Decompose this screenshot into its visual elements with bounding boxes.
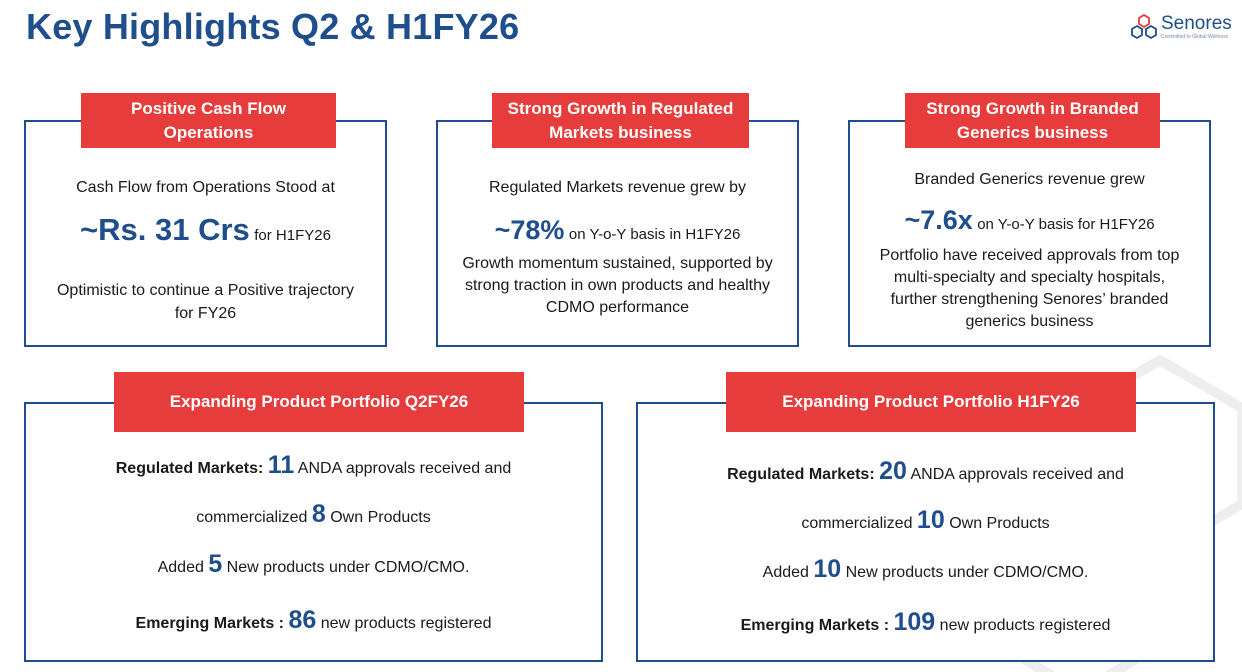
- regulated-growth-text: Regulated Markets revenue grew by: [488, 179, 747, 196]
- cash-flow-text: Cash Flow from Operations Stood at: [76, 179, 335, 196]
- cash-flow-banner: Positive Cash Flow Operations: [81, 93, 336, 148]
- cash-flow-value: ~Rs. 31 Crs: [80, 212, 250, 247]
- branded-growth-banner: Strong Growth in Branded Generics busine…: [905, 93, 1160, 148]
- page-title: Key Highlights Q2 & H1FY26: [26, 6, 520, 47]
- h1-emerging-suffix: new products registered: [939, 617, 1111, 634]
- branded-growth-detail-4: generics business: [965, 313, 1094, 330]
- branded-growth-value-suffix: on Y-o-Y basis for H1FY26: [977, 216, 1155, 233]
- regulated-growth-detail-2: strong traction in own products and heal…: [464, 277, 771, 294]
- q2-added-suffix: New products under CDMO/CMO.: [226, 559, 470, 576]
- q2-regulated-line: Regulated Markets: 11 ANDA approvals rec…: [26, 450, 601, 484]
- q2-commercialized-suffix: Own Products: [330, 509, 431, 526]
- h1-commercialized-value: 10: [916, 506, 945, 534]
- q2-commercialized-line: commercialized 8 Own Products: [26, 499, 601, 533]
- cash-flow-card: Cash Flow from Operations Stood at ~Rs. …: [24, 120, 387, 347]
- h1-emerging-line: Emerging Markets : 109 new products regi…: [638, 607, 1213, 641]
- branded-growth-banner-line1: Strong Growth in Branded: [926, 98, 1139, 118]
- branded-growth-detail-3: further strengthening Senores’ branded: [890, 291, 1169, 308]
- h1-added-value: 10: [813, 555, 842, 583]
- h1-emerging-value: 109: [893, 608, 936, 636]
- q2-regulated-label: Regulated Markets:: [115, 460, 264, 477]
- branded-growth-value: ~7.6x: [904, 205, 973, 235]
- regulated-growth-value: ~78%: [494, 215, 565, 245]
- h1-added-suffix: New products under CDMO/CMO.: [845, 564, 1089, 581]
- branded-growth-value-line: ~7.6x on Y-o-Y basis for H1FY26: [850, 200, 1209, 245]
- company-logo: Senores Committed to Global Wellness: [1130, 12, 1238, 42]
- h1-emerging-label: Emerging Markets :: [740, 617, 890, 634]
- q2-emerging-line: Emerging Markets : 86 new products regis…: [26, 605, 601, 639]
- branded-growth-banner-line2: Generics business: [956, 122, 1109, 142]
- cash-flow-outlook-1: Optimistic to continue a Positive trajec…: [56, 282, 354, 299]
- regulated-growth-banner: Strong Growth in Regulated Markets busin…: [492, 93, 749, 148]
- h1-added-prefix: Added: [762, 564, 809, 581]
- branded-growth-detail-1: Portfolio have received approvals from t…: [879, 247, 1180, 264]
- regulated-growth-banner-line1: Strong Growth in Regulated: [507, 98, 734, 118]
- q2-emerging-suffix: new products registered: [320, 615, 492, 632]
- senores-logo-icon: [1131, 14, 1157, 40]
- cash-flow-value-line: ~Rs. 31 Crs for H1FY26: [26, 210, 385, 256]
- h1-regulated-line: Regulated Markets: 20 ANDA approvals rec…: [638, 456, 1213, 490]
- portfolio-h1-card: Regulated Markets: 20 ANDA approvals rec…: [636, 402, 1215, 662]
- h1-regulated-text: ANDA approvals received and: [910, 466, 1124, 483]
- logo-name: Senores: [1161, 13, 1232, 34]
- h1-regulated-label: Regulated Markets:: [727, 466, 875, 483]
- h1-commercialized-prefix: commercialized: [801, 515, 913, 532]
- regulated-growth-value-line: ~78% on Y-o-Y basis in H1FY26: [438, 210, 797, 255]
- q2-regulated-text: ANDA approvals received and: [297, 460, 512, 477]
- q2-emerging-label: Emerging Markets :: [135, 615, 284, 632]
- portfolio-q2-card: Regulated Markets: 11 ANDA approvals rec…: [24, 402, 603, 662]
- branded-growth-card: Branded Generics revenue grew ~7.6x on Y…: [848, 120, 1211, 347]
- portfolio-h1-banner: Expanding Product Portfolio H1FY26: [726, 372, 1136, 432]
- q2-commercialized-value: 8: [311, 500, 326, 528]
- cash-flow-outlook-2: for FY26: [174, 305, 237, 322]
- q2-added-value: 5: [208, 550, 223, 578]
- h1-commercialized-suffix: Own Products: [949, 515, 1050, 532]
- cash-flow-banner-line1: Positive Cash Flow: [131, 98, 286, 118]
- cash-flow-value-suffix: for H1FY26: [254, 227, 331, 244]
- branded-growth-detail-2: multi-specialty and specialty hospitals,: [893, 269, 1166, 286]
- cash-flow-banner-line2: Operations: [163, 122, 254, 142]
- q2-added-prefix: Added: [157, 559, 204, 576]
- q2-regulated-value: 11: [267, 451, 295, 479]
- q2-commercialized-prefix: commercialized: [196, 509, 308, 526]
- h1-regulated-value: 20: [879, 457, 907, 485]
- regulated-growth-value-suffix: on Y-o-Y basis in H1FY26: [568, 226, 741, 243]
- regulated-growth-detail-1: Growth momentum sustained, supported by: [462, 255, 773, 272]
- h1-commercialized-line: commercialized 10 Own Products: [638, 505, 1213, 539]
- branded-growth-text: Branded Generics revenue grew: [914, 171, 1145, 188]
- logo-tagline: Committed to Global Wellness: [1161, 34, 1229, 40]
- regulated-growth-banner-line2: Markets business: [549, 122, 692, 142]
- h1-added-line: Added 10 New products under CDMO/CMO.: [638, 554, 1213, 588]
- q2-added-line: Added 5 New products under CDMO/CMO.: [26, 549, 601, 583]
- regulated-growth-detail-3: CDMO performance: [545, 299, 690, 316]
- portfolio-q2-banner: Expanding Product Portfolio Q2FY26: [114, 372, 524, 432]
- q2-emerging-value: 86: [288, 606, 317, 634]
- regulated-growth-card: Regulated Markets revenue grew by ~78% o…: [436, 120, 799, 347]
